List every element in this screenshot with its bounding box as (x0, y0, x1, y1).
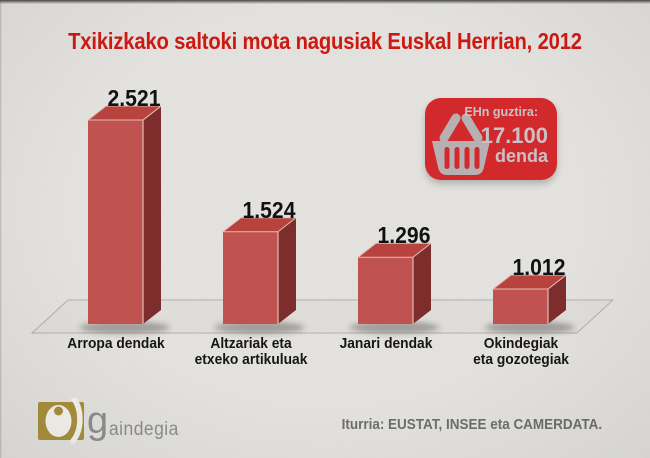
bar-front-face (358, 257, 413, 324)
bar-value-label: 1.012 (512, 254, 565, 281)
bar-shadow (79, 321, 170, 334)
bar-value-label: 2.521 (107, 85, 160, 112)
bar-front-face (88, 120, 143, 324)
bar-shadow (349, 321, 440, 334)
page-title: Txikizkako saltoki mota nagusiak Euskal … (68, 28, 582, 54)
bar-category-label: Okindegiak eta gozotegiak (472, 335, 569, 368)
bar-side-face (413, 243, 431, 324)
bar-side-face (548, 275, 566, 324)
bar-top-face (222, 217, 297, 233)
gaindegia-logo-icon (38, 398, 84, 444)
source-attribution: Iturria: EUSTAT, INSEE eta CAMERDATA. (341, 417, 602, 433)
bar-top-face (87, 105, 162, 121)
bar-top-face (357, 242, 432, 258)
bar-side-face (278, 217, 296, 324)
bar-value-label: 1.524 (242, 196, 295, 223)
badge-total-value: 17.100 (480, 123, 548, 148)
bars-layer (79, 105, 575, 334)
bar-side-face (143, 106, 161, 324)
bar-shadow (214, 321, 305, 334)
badge-heading: EHn guztira: (464, 105, 538, 119)
bar-category-label: Altzariak eta etxeko artikuluak (194, 335, 307, 368)
bar-front-face (493, 289, 548, 324)
bar-category-label: Arropa dendak (66, 335, 165, 352)
total-badge: EHn guztira: 17.100 denda (425, 98, 557, 180)
bar-category-label: Janari dendak (339, 335, 432, 352)
bar-top-face (492, 274, 567, 290)
bar-shadow (484, 321, 575, 334)
logo-wordmark: aindegia (109, 419, 179, 440)
bar-value-label: 1.296 (377, 222, 430, 249)
bar-front-face (223, 231, 278, 324)
badge-unit: denda (494, 146, 548, 166)
logo-letter-g: g (87, 400, 109, 442)
shopping-basket-icon (432, 113, 490, 175)
